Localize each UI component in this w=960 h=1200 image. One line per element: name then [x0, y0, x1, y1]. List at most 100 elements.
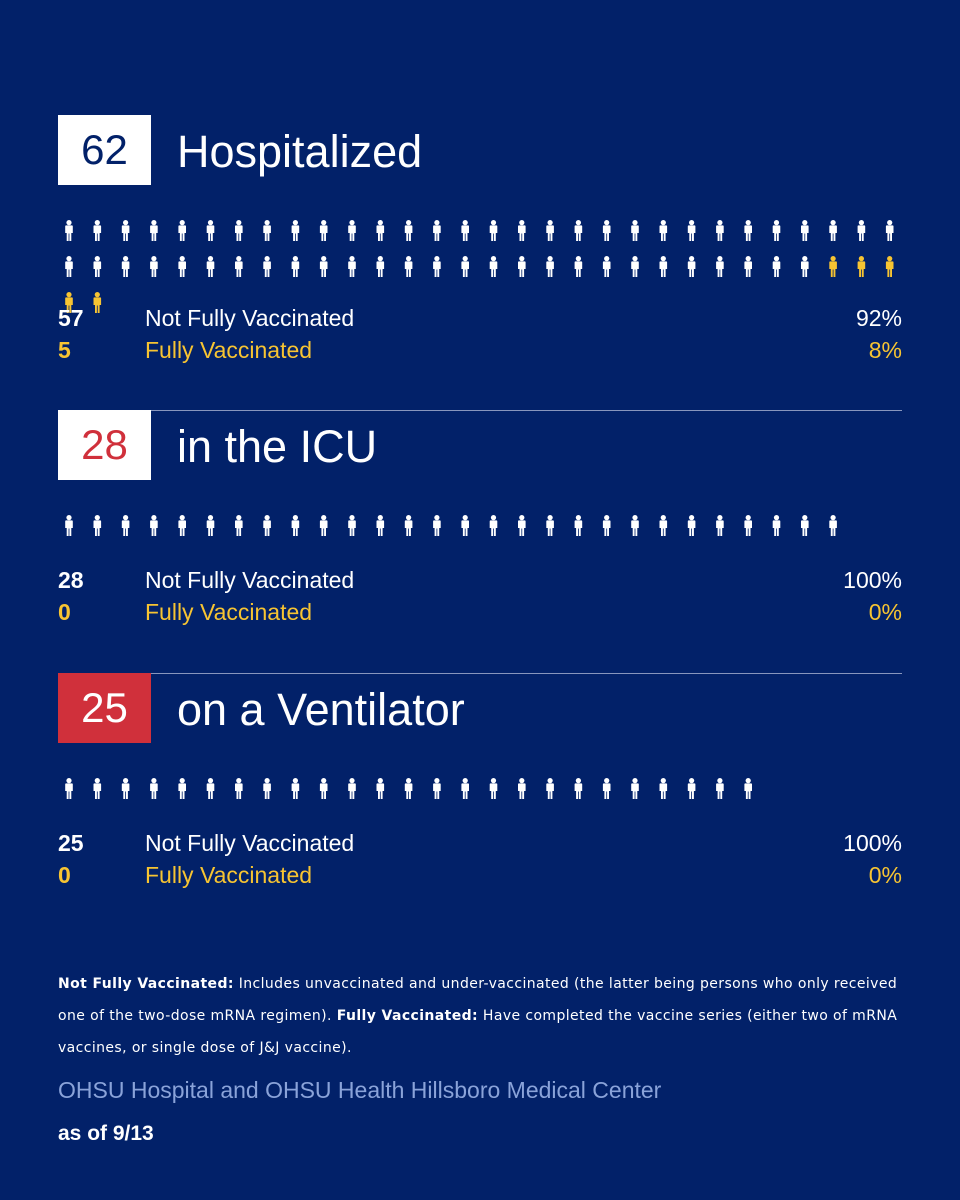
icu-not-fully-person-icon [376, 515, 385, 536]
hospitalized-not-fully-person-icon [93, 256, 102, 277]
hospitalized-not-fully-person-icon [178, 220, 186, 241]
hospitalized-not-fully-person-icon [744, 220, 752, 241]
ventilator-not-fully-person-icon [546, 778, 554, 799]
hospitalized-not-fully-person-icon [518, 220, 526, 241]
icu-not-fully-person-icon [716, 515, 724, 536]
ventilator-not-fully-person-icon [93, 778, 102, 799]
hospitalized-not-fully-person-icon [574, 220, 583, 241]
hospitalized-not-fully-person-icon [65, 256, 73, 277]
ventilator-not-fully-person-icon [263, 778, 271, 799]
hospitalized-not-fully-person-icon [772, 256, 781, 277]
icu-not-fully-row: 28 Not Fully Vaccinated 100% [58, 564, 902, 596]
hospitalized-not-fully-person-icon [178, 256, 186, 277]
icu-not-fully-count: 28 [58, 567, 84, 593]
hospitalized-not-fully-person-icon [857, 220, 866, 241]
ventilator-title: on a Ventilator [177, 684, 465, 735]
hospitalized-fully-percent: 8% [868, 337, 902, 363]
ventilator-not-fully-person-icon [291, 778, 300, 799]
icu-not-fully-person-icon [93, 515, 102, 536]
icu-not-fully-person-icon [574, 515, 583, 536]
hospitalized-not-fully-person-icon [263, 256, 271, 277]
icu-title: in the ICU [177, 421, 378, 472]
hospitalized-not-fully-person-icon [518, 256, 526, 277]
hospitalized-not-fully-person-icon [461, 220, 469, 241]
hospitalized-not-fully-label: Not Fully Vaccinated [145, 305, 355, 331]
hospitalized-not-fully-person-icon [772, 220, 781, 241]
hospitalized-not-fully-person-icon [93, 220, 102, 241]
ventilator-fully-count: 0 [58, 862, 71, 888]
ventilator-not-fully-person-icon [319, 778, 328, 799]
hospitalized-fully-label: Fully Vaccinated [145, 337, 313, 363]
hospitalized-not-fully-person-icon [801, 256, 809, 277]
hospitalized-fully-person-icon [885, 256, 894, 277]
icu-not-fully-person-icon [546, 515, 554, 536]
ventilator-not-fully-count: 25 [58, 830, 84, 856]
ventilator-pictogram [58, 774, 902, 804]
icu-not-fully-person-icon [263, 515, 271, 536]
hospitalized-not-fully-person-icon [263, 220, 271, 241]
hospitalized-not-fully-person-icon [546, 256, 554, 277]
icu-not-fully-person-icon [489, 515, 498, 536]
icu-not-fully-person-icon [235, 515, 243, 536]
icu-header: 28 in the ICU [58, 410, 902, 480]
icu-not-fully-person-icon [687, 515, 696, 536]
icu-not-fully-person-icon [772, 515, 781, 536]
hospitalized-person-grid [65, 220, 894, 313]
ventilator-person-grid [65, 778, 752, 799]
ventilator-not-fully-person-icon [206, 778, 215, 799]
ventilator-section: 25 on a Ventilator 25 Not Fully Vaccinat… [58, 673, 902, 903]
ventilator-not-fully-percent: 100% [843, 830, 902, 856]
icu-fully-count: 0 [58, 599, 71, 625]
icu-fully-label: Fully Vaccinated [145, 599, 313, 625]
hospitalized-not-fully-person-icon [235, 220, 243, 241]
ventilator-not-fully-person-icon [178, 778, 186, 799]
ventilator-not-fully-person-icon [744, 778, 752, 799]
icu-not-fully-person-icon [206, 515, 215, 536]
icu-not-fully-person-icon [433, 515, 441, 536]
hospitalized-not-fully-person-icon [574, 256, 583, 277]
ventilator-not-fully-row: 25 Not Fully Vaccinated 100% [58, 827, 902, 859]
icu-stats: 28 Not Fully Vaccinated 100% 0 Fully Vac… [58, 564, 902, 628]
ventilator-header: 25 on a Ventilator [58, 673, 902, 743]
icu-not-fully-person-icon [65, 515, 73, 536]
hospitalized-not-fully-person-icon [801, 220, 809, 241]
hospitalized-not-fully-person-icon [546, 220, 554, 241]
icu-fully-percent: 0% [868, 599, 902, 625]
as-of-date: as of 9/13 [58, 1122, 154, 1145]
hospitalized-not-fully-person-icon [121, 256, 130, 277]
ventilator-not-fully-person-icon [121, 778, 130, 799]
hospitalized-fully-person-icon [857, 256, 866, 277]
hospitalized-not-fully-person-icon [659, 220, 668, 241]
hospitalized-not-fully-percent: 92% [855, 305, 902, 331]
ventilator-fully-percent: 0% [868, 862, 902, 888]
hospitalized-not-fully-person-icon [65, 220, 73, 241]
icu-not-fully-person-icon [404, 515, 413, 536]
icu-not-fully-person-icon [631, 515, 639, 536]
ventilator-not-fully-person-icon [574, 778, 583, 799]
section-divider-1 [58, 410, 902, 411]
icu-not-fully-person-icon [659, 515, 668, 536]
hospitalized-not-fully-person-icon [376, 256, 385, 277]
hospitalized-header: 62 Hospitalized [58, 115, 902, 185]
ventilator-not-fully-person-icon [518, 778, 526, 799]
ventilator-fully-row: 0 Fully Vaccinated 0% [58, 859, 902, 891]
ventilator-not-fully-person-icon [235, 778, 243, 799]
hospitalized-fully-person-icon [93, 292, 102, 313]
icu-fully-row: 0 Fully Vaccinated 0% [58, 596, 902, 628]
icu-not-fully-person-icon [348, 515, 356, 536]
hospitalized-not-fully-person-icon [829, 220, 837, 241]
icu-not-fully-person-icon [829, 515, 837, 536]
hospitalized-not-fully-person-icon [319, 256, 328, 277]
hospitalized-not-fully-person-icon [433, 256, 441, 277]
data-source: OHSU Hospital and OHSU Health Hillsboro … [58, 1077, 662, 1103]
ventilator-not-fully-person-icon [489, 778, 498, 799]
hospitalized-fully-row: 5 Fully Vaccinated 8% [58, 334, 902, 366]
hospitalized-not-fully-person-icon [489, 220, 498, 241]
ventilator-not-fully-person-icon [348, 778, 356, 799]
ventilator-not-fully-person-icon [716, 778, 724, 799]
hospitalized-not-fully-person-icon [631, 220, 639, 241]
hospitalized-title: Hospitalized [177, 126, 423, 177]
hospitalized-not-fully-count: 57 [58, 305, 84, 331]
ventilator-not-fully-person-icon [376, 778, 385, 799]
definitions-footnote: Not Fully Vaccinated: Includes unvaccina… [58, 968, 918, 1064]
